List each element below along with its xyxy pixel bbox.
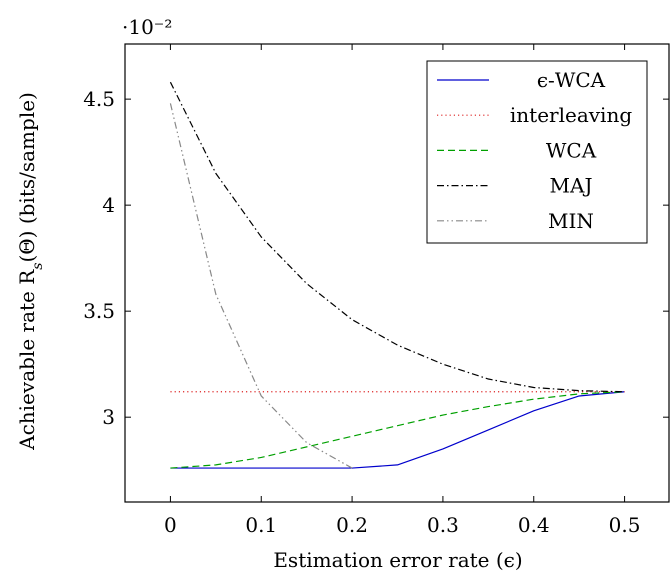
axes-layer [124, 43, 670, 503]
legend-label: ϵ-WCA [537, 68, 606, 92]
legend-label: interleaving [510, 103, 632, 127]
y-axis-multiplier: ·10⁻² [122, 15, 172, 39]
series-line-0 [170, 391, 625, 469]
legend: ϵ-WCA interleaving WCA MAJ MIN [426, 60, 648, 244]
legend-label: MAJ [550, 174, 593, 198]
x-tick-label: 0.1 [245, 513, 277, 537]
y-tick-label: 3 [102, 405, 115, 429]
x-tick-label: 0 [164, 513, 177, 537]
y-tick-label: 4 [102, 193, 115, 217]
x-tick-label: 0.5 [609, 513, 641, 537]
legend-box [426, 60, 648, 244]
series-layer [169, 81, 625, 469]
series-line-4 [169, 103, 353, 469]
x-tick-label: 0.2 [336, 513, 368, 537]
x-tick-label: 0.4 [518, 513, 550, 537]
legend-label: MIN [548, 209, 594, 233]
x-axis-title: Estimation error rate (ϵ) [273, 548, 522, 572]
plot-frame [124, 43, 670, 503]
x-tick-label: 0.3 [427, 513, 459, 537]
legend-label: WCA [546, 138, 597, 162]
y-tick-label: 3.5 [83, 299, 115, 323]
series-line-2 [170, 391, 625, 469]
series-line-3 [169, 81, 625, 393]
y-axis-title: Achievable rate Rs(Θ) (bits/sample) [15, 92, 46, 451]
y-tick-label: 4.5 [83, 87, 115, 111]
ticks-layer: 0 0.1 0.2 0.3 0.4 0.5 3 3.5 4 4.5 [83, 44, 669, 537]
